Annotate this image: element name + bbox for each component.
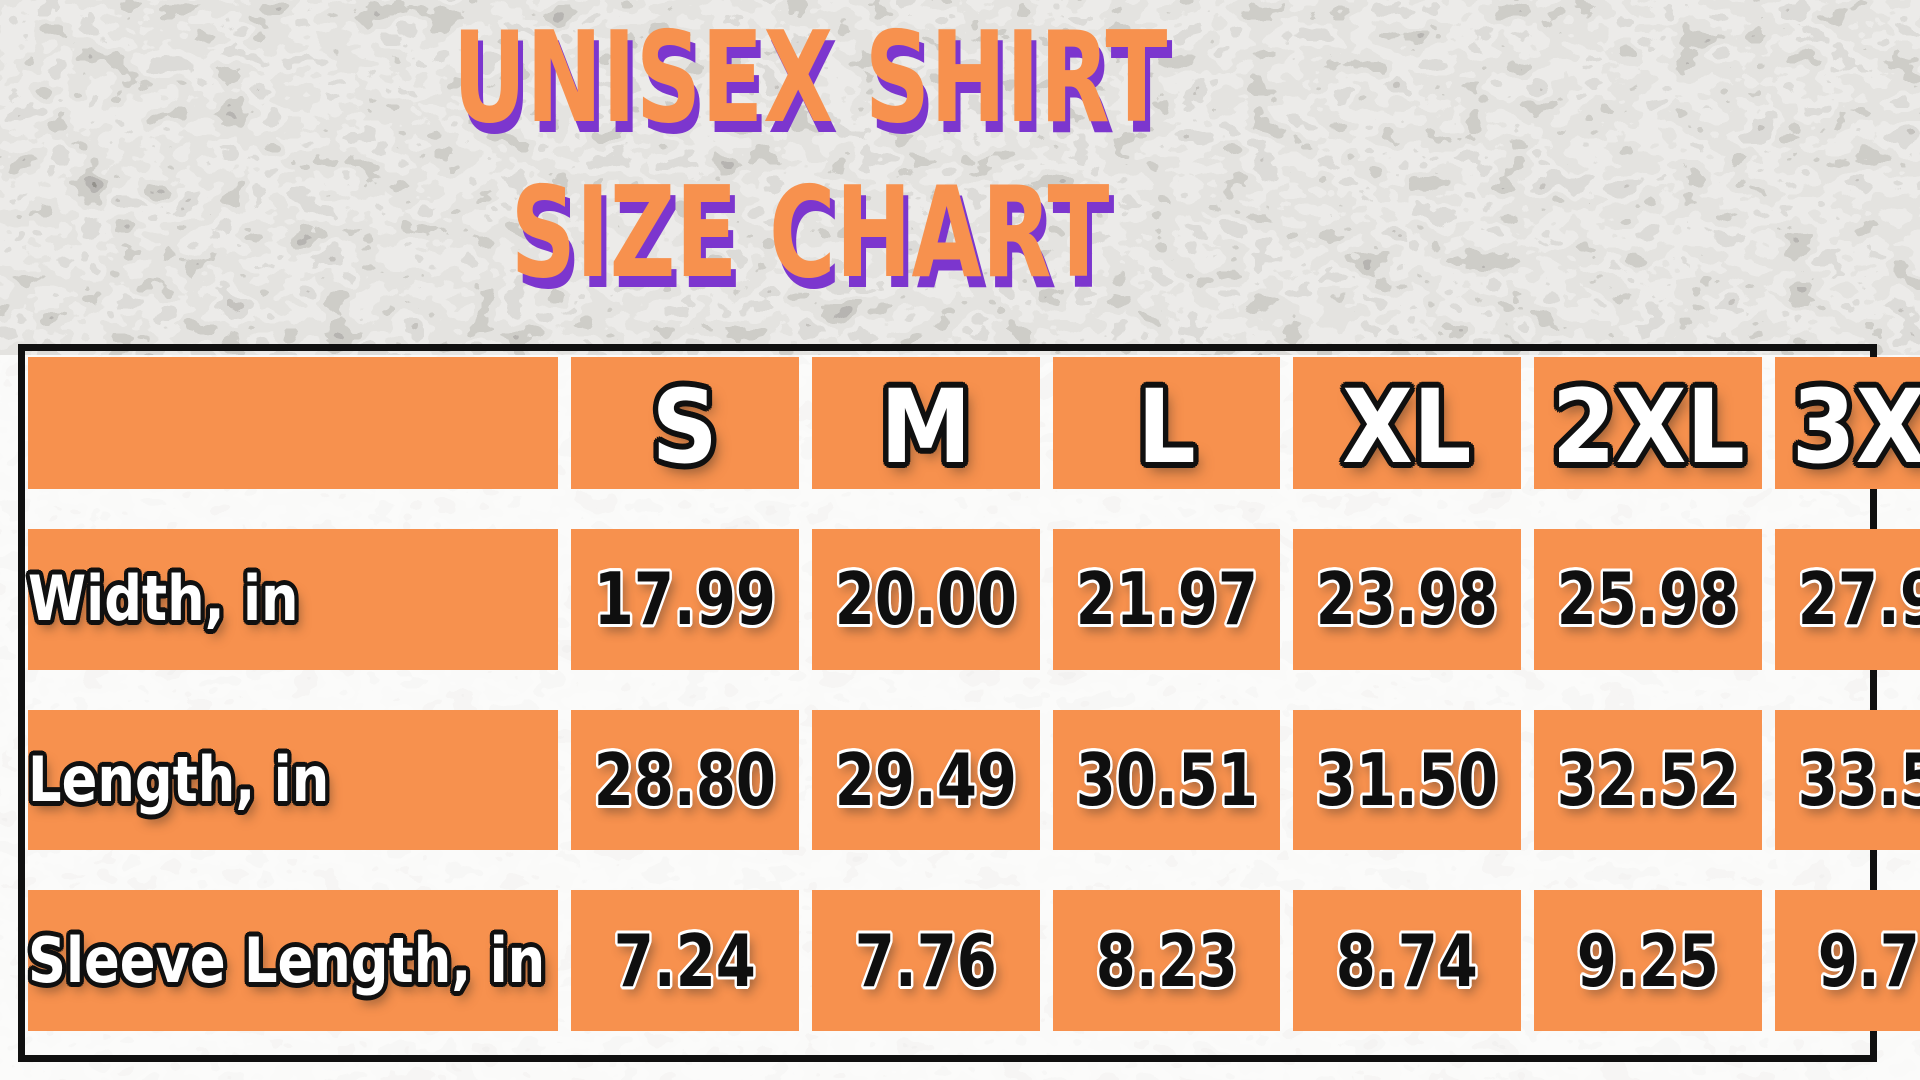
sleeve-3xl-cell: 9.76 — [1774, 890, 1920, 1031]
width-l-cell: 21.97 — [1052, 529, 1281, 670]
size-value: 29.49 — [834, 737, 1017, 822]
size-value: 9.25 — [1576, 918, 1719, 1003]
row-label-text: Sleeve Length, in — [28, 923, 546, 997]
size-value: 31.50 — [1316, 737, 1499, 822]
sleeve-2xl-cell: 9.25 — [1534, 890, 1762, 1031]
col-header-label: M — [879, 368, 972, 487]
size-value: 9.76 — [1817, 918, 1920, 1003]
width-s-cell: 17.99 — [571, 529, 799, 670]
page-title-line-2: SIZE CHART — [510, 159, 1110, 306]
sleeve-m-cell: 7.76 — [811, 890, 1040, 1031]
col-header-l: L — [1052, 357, 1281, 489]
col-header-3xl: 3XL — [1774, 357, 1920, 489]
col-header-m: M — [811, 357, 1040, 489]
length-3xl-cell: 33.50 — [1774, 709, 1920, 851]
length-m-cell: 29.49 — [811, 709, 1040, 851]
page-title: UNISEX SHIRT SIZE CHART — [0, 0, 1620, 310]
col-header-xl: XL — [1293, 357, 1521, 489]
size-value: 25.98 — [1556, 557, 1739, 642]
size-value: 7.76 — [854, 918, 997, 1003]
col-header-label: XL — [1342, 368, 1472, 487]
row-label-text: Width, in — [28, 562, 299, 636]
size-table: S M L XL 2XL 3XL Width, in 17.99 20.00 2… — [18, 344, 1920, 1062]
row-label-text: Length, in — [28, 742, 330, 816]
size-value: 7.24 — [613, 918, 756, 1003]
width-xl-cell: 23.98 — [1293, 529, 1521, 670]
width-m-cell: 20.00 — [811, 529, 1040, 670]
col-header-label: L — [1137, 368, 1196, 487]
page-title-line-1: UNISEX SHIRT — [452, 4, 1168, 151]
col-header-s: S — [571, 357, 799, 489]
col-header-2xl: 2XL — [1534, 357, 1762, 489]
size-value: 33.50 — [1797, 737, 1920, 822]
size-value: 30.51 — [1075, 737, 1258, 822]
size-value: 21.97 — [1075, 557, 1258, 642]
size-value: 23.98 — [1316, 557, 1499, 642]
width-3xl-cell: 27.99 — [1774, 529, 1920, 670]
sleeve-s-cell: 7.24 — [571, 890, 799, 1031]
size-value: 28.80 — [593, 737, 776, 822]
col-header-label: S — [651, 368, 718, 487]
sleeve-l-cell: 8.23 — [1052, 890, 1281, 1031]
size-value: 8.23 — [1095, 918, 1238, 1003]
length-s-cell: 28.80 — [571, 709, 799, 851]
size-value: 27.99 — [1797, 557, 1920, 642]
size-value: 8.74 — [1336, 918, 1479, 1003]
col-header-label: 3XL — [1792, 368, 1920, 487]
table-corner-cell — [28, 357, 558, 489]
size-value: 32.52 — [1556, 737, 1739, 822]
row-label-sleeve-length: Sleeve Length, in — [28, 890, 558, 1031]
row-label-width: Width, in — [28, 529, 558, 670]
length-xl-cell: 31.50 — [1293, 709, 1521, 851]
width-2xl-cell: 25.98 — [1534, 529, 1762, 670]
row-label-length: Length, in — [28, 709, 558, 851]
size-value: 17.99 — [593, 557, 776, 642]
sleeve-xl-cell: 8.74 — [1293, 890, 1521, 1031]
size-value: 20.00 — [834, 557, 1017, 642]
length-2xl-cell: 32.52 — [1534, 709, 1762, 851]
length-l-cell: 30.51 — [1052, 709, 1281, 851]
col-header-label: 2XL — [1551, 368, 1745, 487]
